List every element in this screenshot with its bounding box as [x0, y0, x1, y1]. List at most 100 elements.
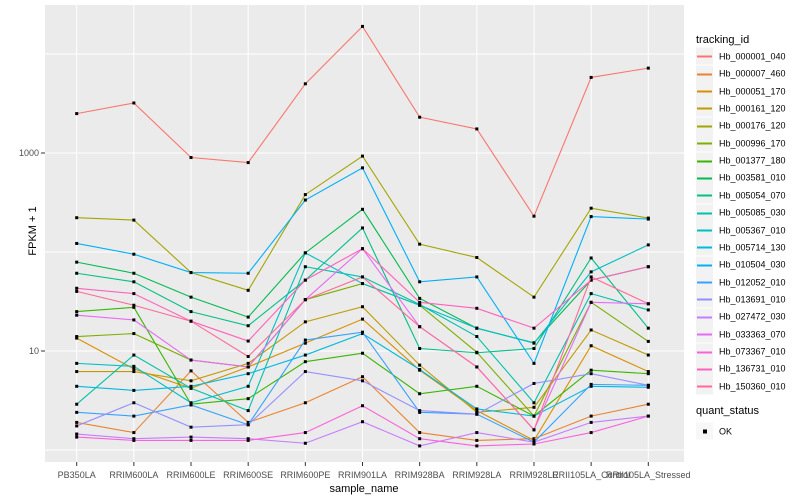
data-point-marker — [246, 361, 250, 365]
data-point-marker — [589, 414, 593, 418]
data-point-marker — [75, 271, 79, 275]
data-point-marker — [303, 198, 307, 202]
data-point-marker — [532, 214, 536, 218]
data-point-marker — [132, 388, 136, 392]
plot-panel — [45, 5, 684, 462]
data-point-marker — [189, 319, 193, 323]
y-tick-label: 10 — [29, 346, 39, 356]
data-point-marker — [532, 405, 536, 409]
data-point-marker — [475, 407, 479, 411]
data-point-marker — [646, 402, 650, 406]
data-point-marker — [189, 379, 193, 383]
data-point-marker — [303, 320, 307, 324]
data-point-marker — [303, 431, 307, 435]
data-point-marker — [475, 444, 479, 448]
data-point-marker — [646, 243, 650, 247]
x-tick-label: RRIM928LE — [509, 470, 558, 480]
data-point-marker — [246, 372, 250, 376]
data-point-marker — [132, 332, 136, 336]
data-point-marker — [475, 255, 479, 259]
data-point-marker — [361, 420, 364, 424]
data-point-marker — [589, 256, 593, 260]
data-point-marker — [361, 207, 364, 211]
data-point-marker — [246, 409, 250, 413]
data-point-marker — [646, 265, 650, 269]
data-point-marker — [75, 432, 79, 436]
data-point-marker — [646, 414, 650, 418]
data-point-marker — [361, 275, 364, 279]
data-point-marker — [589, 215, 593, 219]
data-point-marker — [303, 251, 307, 255]
data-point-marker — [361, 375, 364, 379]
data-point-marker — [132, 292, 136, 296]
data-point-marker — [75, 336, 79, 340]
data-point-marker — [646, 66, 650, 70]
data-point-marker — [475, 351, 479, 355]
data-point-marker — [418, 346, 422, 350]
data-point-marker — [475, 431, 479, 435]
data-point-marker — [532, 341, 536, 345]
data-point-marker — [189, 384, 193, 388]
data-point-marker — [303, 401, 307, 405]
data-point-marker — [132, 101, 136, 105]
data-point-marker — [418, 368, 422, 372]
data-point-marker — [475, 306, 479, 310]
data-point-marker — [589, 206, 593, 210]
data-point-marker — [589, 368, 593, 372]
data-point-marker — [246, 288, 250, 292]
data-point-marker — [532, 346, 536, 350]
data-point-marker — [189, 438, 193, 442]
data-point-marker — [132, 305, 136, 309]
data-point-marker — [589, 275, 593, 279]
data-point-marker — [189, 271, 193, 275]
data-point-marker — [132, 353, 136, 357]
data-point-marker — [75, 402, 79, 406]
data-point-marker — [303, 370, 307, 374]
data-point-marker — [475, 409, 479, 413]
data-point-marker — [246, 423, 250, 427]
data-point-marker — [75, 370, 79, 374]
data-point-marker — [418, 303, 422, 307]
data-point-marker — [303, 298, 307, 302]
data-point-marker — [475, 410, 479, 414]
data-point-marker — [646, 383, 650, 387]
data-point-marker — [189, 156, 193, 160]
data-point-marker — [361, 305, 364, 309]
data-point-marker — [418, 300, 422, 304]
data-point-marker — [475, 335, 479, 339]
data-point-marker — [361, 226, 364, 230]
data-point-marker — [132, 318, 136, 322]
data-point-marker — [189, 401, 193, 405]
data-point-marker — [418, 444, 422, 448]
data-point-marker — [532, 437, 536, 441]
data-point-marker — [532, 401, 536, 405]
y-axis-title: FPKM + 1 — [27, 206, 39, 256]
data-point-marker — [189, 435, 193, 439]
data-point-marker — [246, 438, 250, 442]
data-point-marker — [475, 275, 479, 279]
data-point-marker — [132, 303, 136, 307]
data-point-marker — [532, 381, 536, 385]
data-point-marker — [532, 438, 536, 442]
data-point-marker — [75, 420, 79, 424]
data-point-marker — [361, 24, 364, 28]
data-point-marker — [418, 431, 422, 435]
data-point-marker — [646, 326, 650, 330]
data-point-marker — [418, 325, 422, 329]
data-point-marker — [418, 115, 422, 119]
data-point-marker — [589, 372, 593, 376]
data-point-marker — [75, 241, 79, 245]
data-point-marker — [532, 440, 536, 444]
data-point-marker — [132, 370, 136, 374]
data-point-marker — [303, 338, 307, 342]
data-point-marker — [303, 353, 307, 357]
data-point-marker — [361, 404, 364, 408]
data-point-marker — [75, 410, 79, 414]
data-point-marker — [189, 369, 193, 373]
data-point-marker — [361, 282, 364, 286]
data-point-marker — [189, 425, 193, 429]
data-point-marker — [418, 437, 422, 441]
data-point-marker — [361, 317, 364, 321]
